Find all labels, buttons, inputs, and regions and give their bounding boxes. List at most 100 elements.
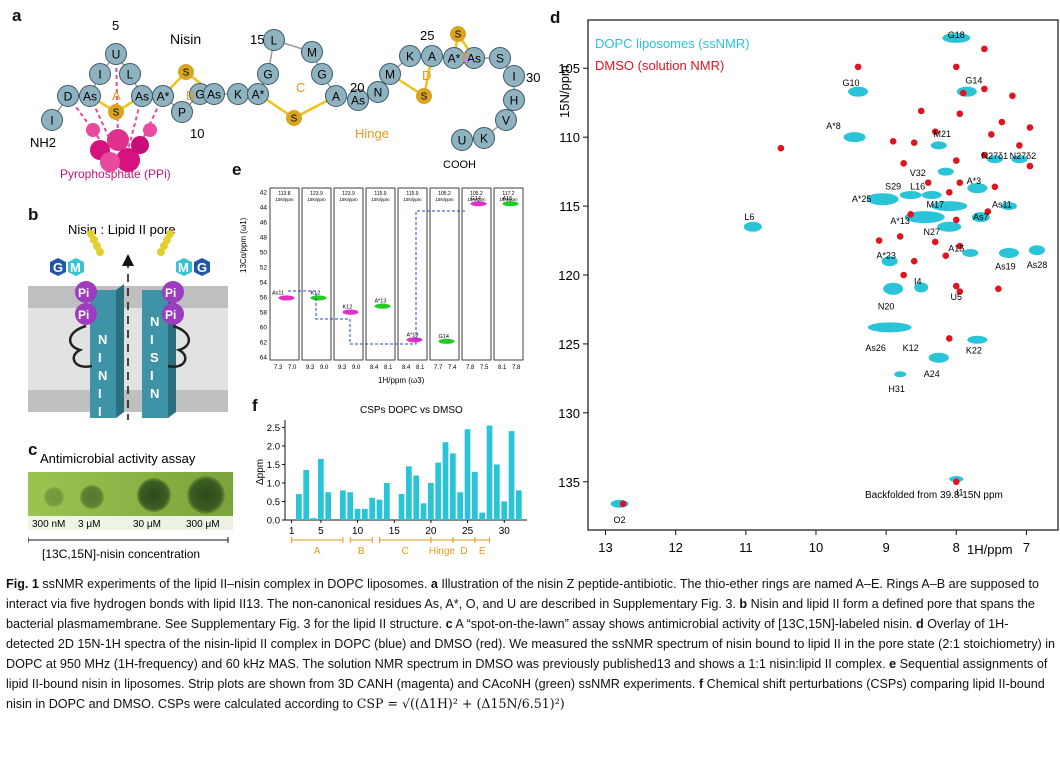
dmso-peak [942, 252, 950, 260]
panel-label-f: f [252, 396, 258, 415]
x-tick-label: 5 [318, 526, 324, 537]
dopc-peak [986, 155, 1003, 164]
dopc-peak [904, 211, 945, 224]
g-sugar-right [194, 258, 210, 276]
pi-text: Pi [78, 286, 89, 300]
csp-formula: CSP = √((Δ1H)² + (Δ15N/6.51)²) [356, 696, 565, 711]
m-left-text: M [70, 260, 81, 275]
helix-letter: N [150, 386, 159, 401]
strip-x-tick: 7.0 [288, 365, 297, 371]
dmso-peak [959, 89, 967, 97]
residue-bead [119, 63, 141, 85]
dopc-peak [971, 212, 990, 223]
strip-x-tick: 8.4 [402, 365, 411, 371]
residue-bead [495, 109, 517, 131]
peak-label: A24 [924, 369, 940, 379]
caption-e: Sequential assignments of lipid II-bound… [6, 657, 1048, 691]
dopc-peak [931, 201, 968, 212]
residue-label: S [496, 52, 504, 66]
dmso-peak [956, 179, 964, 186]
strip-y-tick: 62 [260, 339, 268, 346]
residue-number: 30 [526, 70, 540, 85]
m-sugar-left [68, 258, 84, 276]
dopc-peak [1000, 202, 1017, 211]
dopc-peak [937, 167, 954, 176]
concentration-label: [13C,15N]-nisin concentration [42, 547, 200, 561]
strip-y-label: 13Cα/ppm (ω1) [239, 217, 248, 273]
dopc-peak [937, 221, 962, 232]
dmso-peak [931, 128, 939, 135]
peak-label: A*3 [967, 176, 982, 186]
ring-label: Hinge [429, 546, 456, 557]
residue-label: I [98, 68, 101, 82]
peak-label: K12 [903, 343, 919, 353]
dopc-peak [843, 132, 866, 143]
residue-bead [41, 109, 63, 131]
strip-header: 117.2 [502, 191, 514, 197]
x-tick-label: 13 [598, 540, 612, 555]
peak-label: N20 [878, 301, 895, 311]
ring-label: E [479, 546, 486, 557]
y-tick-label: 1.5 [267, 460, 280, 471]
ring-label: C [402, 546, 409, 557]
residue-label: L [271, 34, 278, 48]
strip-peak [278, 295, 295, 301]
helix-letter: N [98, 332, 107, 347]
caption-lead: ssNMR experiments of the lipid II–nisin … [38, 577, 431, 591]
peak-label: As19 [995, 261, 1016, 271]
peak-label: L6 [744, 212, 754, 222]
x-tick-label: 11 [739, 540, 753, 555]
strip-peak-label: K12 [311, 290, 321, 296]
dmso-peak [952, 282, 960, 290]
residue-label: A* [157, 90, 170, 104]
residue-label: I [50, 114, 53, 128]
csp-bar [369, 497, 376, 520]
csp-bar [442, 442, 449, 520]
strip-peak [342, 309, 359, 315]
strip-y-tick: 44 [260, 205, 268, 212]
thioether-sulfur [178, 64, 194, 80]
dopc-peak [899, 191, 922, 200]
strip-peak-label: A*13 [407, 332, 419, 338]
thioether-sulfur [416, 88, 432, 104]
dmso-peak [924, 179, 932, 186]
dopc-peak [967, 183, 988, 194]
pi-sphere [162, 303, 184, 325]
strip-x-tick: 8.4 [370, 365, 379, 371]
residue-number: 15 [250, 32, 264, 47]
residue-label: A [332, 90, 340, 104]
csp-bar [354, 508, 361, 520]
dopc-peak [967, 335, 988, 344]
residue-label: K [234, 88, 242, 102]
residue-bead [503, 65, 525, 87]
helix-letter: I [98, 386, 102, 401]
csp-bar [376, 499, 383, 520]
residue-bead [503, 89, 525, 111]
dmso-peak [991, 183, 999, 191]
ring-label: D [422, 68, 431, 83]
peak-label: U5 [951, 292, 963, 302]
dopc-peak [942, 32, 971, 43]
dmso-peak [900, 160, 907, 167]
strip-peak [374, 303, 391, 309]
strip-y-tick: 48 [260, 235, 268, 242]
cooh-label: COOH [443, 159, 476, 171]
y-tick-label: 0.5 [267, 497, 280, 508]
y-tick-label: 135 [558, 475, 580, 490]
csp-bar [501, 501, 508, 520]
strip-header: 113.8 [278, 191, 290, 197]
csp-bar [340, 490, 346, 520]
strip-panel [365, 187, 396, 361]
strip-header: 123.9 [342, 191, 355, 197]
x-tick-label: 8 [953, 540, 960, 555]
residue-number: 20 [350, 80, 364, 95]
caption-d: Overlay of 1H-detected 2D 15N-1H spectra… [6, 617, 1056, 671]
thioether-sulfur [108, 104, 124, 120]
pore-title: Nisin : Lipid II pore [68, 222, 176, 237]
residue-bead [489, 47, 511, 69]
dmso-peak [995, 285, 1002, 293]
csp-bar [325, 492, 332, 520]
assay-title: Antimicrobial activity assay [40, 451, 196, 466]
sulfur-label: S [421, 92, 428, 103]
residue-number: 25 [420, 28, 434, 43]
